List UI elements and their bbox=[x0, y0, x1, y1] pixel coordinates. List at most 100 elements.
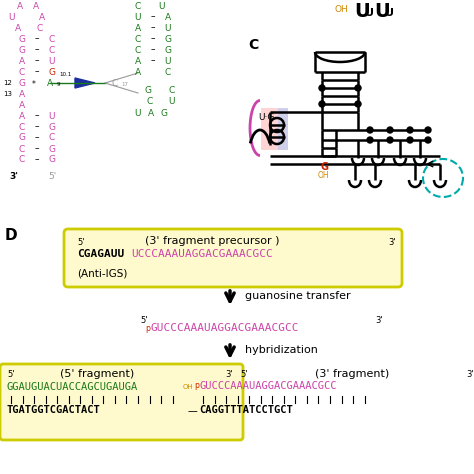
Circle shape bbox=[319, 101, 325, 107]
Circle shape bbox=[387, 137, 393, 143]
Text: D: D bbox=[5, 228, 18, 243]
Text: G: G bbox=[161, 109, 167, 118]
Text: C: C bbox=[49, 134, 55, 143]
Text: –: – bbox=[35, 67, 39, 76]
Text: –: – bbox=[35, 35, 39, 44]
Circle shape bbox=[355, 101, 361, 107]
Text: 5': 5' bbox=[48, 172, 56, 181]
Text: A: A bbox=[19, 90, 25, 99]
Text: U: U bbox=[365, 8, 374, 18]
Text: G: G bbox=[48, 155, 55, 164]
Text: U·G: U·G bbox=[258, 112, 274, 121]
Text: 3': 3' bbox=[9, 172, 18, 181]
Circle shape bbox=[355, 85, 361, 91]
Text: 17: 17 bbox=[121, 82, 128, 87]
Text: –: – bbox=[151, 56, 155, 65]
Text: –: – bbox=[35, 155, 39, 164]
Text: G: G bbox=[321, 162, 329, 172]
Circle shape bbox=[319, 85, 325, 91]
Text: C: C bbox=[19, 145, 25, 154]
Text: CAGGTTTATCCTGCT: CAGGTTTATCCTGCT bbox=[199, 405, 293, 415]
Text: OH: OH bbox=[183, 384, 193, 390]
Text: C: C bbox=[19, 155, 25, 164]
Circle shape bbox=[387, 127, 393, 133]
Text: TGATGGTCGACTACT: TGATGGTCGACTACT bbox=[7, 405, 101, 415]
Text: C: C bbox=[169, 85, 175, 94]
Text: 5': 5' bbox=[240, 370, 247, 379]
Text: 13: 13 bbox=[3, 91, 12, 97]
Text: A: A bbox=[148, 109, 154, 118]
FancyBboxPatch shape bbox=[64, 229, 402, 287]
Text: C: C bbox=[135, 35, 141, 44]
Text: G: G bbox=[164, 35, 172, 44]
Text: (Anti-IGS): (Anti-IGS) bbox=[77, 268, 128, 278]
Text: OH: OH bbox=[317, 171, 329, 180]
Text: 3': 3' bbox=[375, 316, 383, 325]
Circle shape bbox=[367, 127, 373, 133]
Text: C: C bbox=[112, 79, 118, 88]
FancyBboxPatch shape bbox=[261, 108, 278, 150]
Text: OH: OH bbox=[335, 5, 349, 14]
Text: G: G bbox=[18, 46, 26, 55]
Text: 5': 5' bbox=[140, 316, 147, 325]
Text: U: U bbox=[49, 56, 55, 65]
Text: 5': 5' bbox=[77, 238, 84, 247]
Text: G: G bbox=[48, 122, 55, 131]
Text: –: – bbox=[151, 35, 155, 44]
Text: –: – bbox=[35, 111, 39, 120]
Text: –: – bbox=[151, 46, 155, 55]
Text: —: — bbox=[188, 406, 198, 416]
Text: U: U bbox=[165, 56, 171, 65]
Text: GUCCCAAAUAGGACGAAACGCC: GUCCCAAAUAGGACGAAACGCC bbox=[200, 381, 337, 391]
Text: C: C bbox=[19, 122, 25, 131]
Text: CGAGAUU: CGAGAUU bbox=[77, 249, 124, 259]
Text: *: * bbox=[32, 80, 36, 89]
Text: hybridization: hybridization bbox=[245, 345, 318, 355]
Text: U: U bbox=[135, 109, 141, 118]
Text: A: A bbox=[15, 24, 21, 33]
Text: 3': 3' bbox=[466, 370, 474, 379]
Text: p: p bbox=[194, 381, 199, 390]
Text: –: – bbox=[151, 12, 155, 21]
Circle shape bbox=[407, 137, 413, 143]
Text: U: U bbox=[135, 12, 141, 21]
Text: p: p bbox=[145, 324, 150, 333]
Text: 3': 3' bbox=[388, 238, 396, 247]
Text: G: G bbox=[18, 134, 26, 143]
Text: U: U bbox=[354, 2, 370, 21]
Text: A: A bbox=[47, 79, 53, 88]
Text: guanosine transfer: guanosine transfer bbox=[245, 291, 351, 301]
Text: (3' fragment precursor ): (3' fragment precursor ) bbox=[145, 236, 280, 246]
Circle shape bbox=[425, 127, 431, 133]
Text: C: C bbox=[248, 38, 258, 52]
Text: A: A bbox=[19, 100, 25, 109]
Text: G: G bbox=[18, 35, 26, 44]
Text: –: – bbox=[35, 56, 39, 65]
FancyBboxPatch shape bbox=[0, 364, 243, 440]
Text: C: C bbox=[135, 46, 141, 55]
Text: UCCCAAAUAGGACGAAACGCC: UCCCAAAUAGGACGAAACGCC bbox=[131, 249, 273, 259]
Text: A: A bbox=[135, 67, 141, 76]
Text: –: – bbox=[35, 46, 39, 55]
Text: –: – bbox=[35, 134, 39, 143]
Text: (3' fragment): (3' fragment) bbox=[315, 369, 389, 379]
Text: C: C bbox=[165, 67, 171, 76]
FancyBboxPatch shape bbox=[278, 108, 288, 150]
Text: U: U bbox=[169, 97, 175, 106]
Text: A: A bbox=[135, 56, 141, 65]
Text: 10.1: 10.1 bbox=[59, 72, 71, 76]
Text: 5': 5' bbox=[7, 370, 15, 379]
Text: U: U bbox=[159, 1, 165, 10]
Text: 3': 3' bbox=[225, 370, 233, 379]
Text: A: A bbox=[33, 1, 39, 10]
Text: 9: 9 bbox=[57, 82, 61, 87]
Text: U: U bbox=[9, 12, 15, 21]
Text: A: A bbox=[19, 111, 25, 120]
Text: G: G bbox=[48, 145, 55, 154]
Text: –: – bbox=[35, 122, 39, 131]
Text: –: – bbox=[151, 24, 155, 33]
Circle shape bbox=[425, 137, 431, 143]
Text: A: A bbox=[39, 12, 45, 21]
Text: –: – bbox=[35, 145, 39, 154]
Polygon shape bbox=[75, 78, 95, 88]
